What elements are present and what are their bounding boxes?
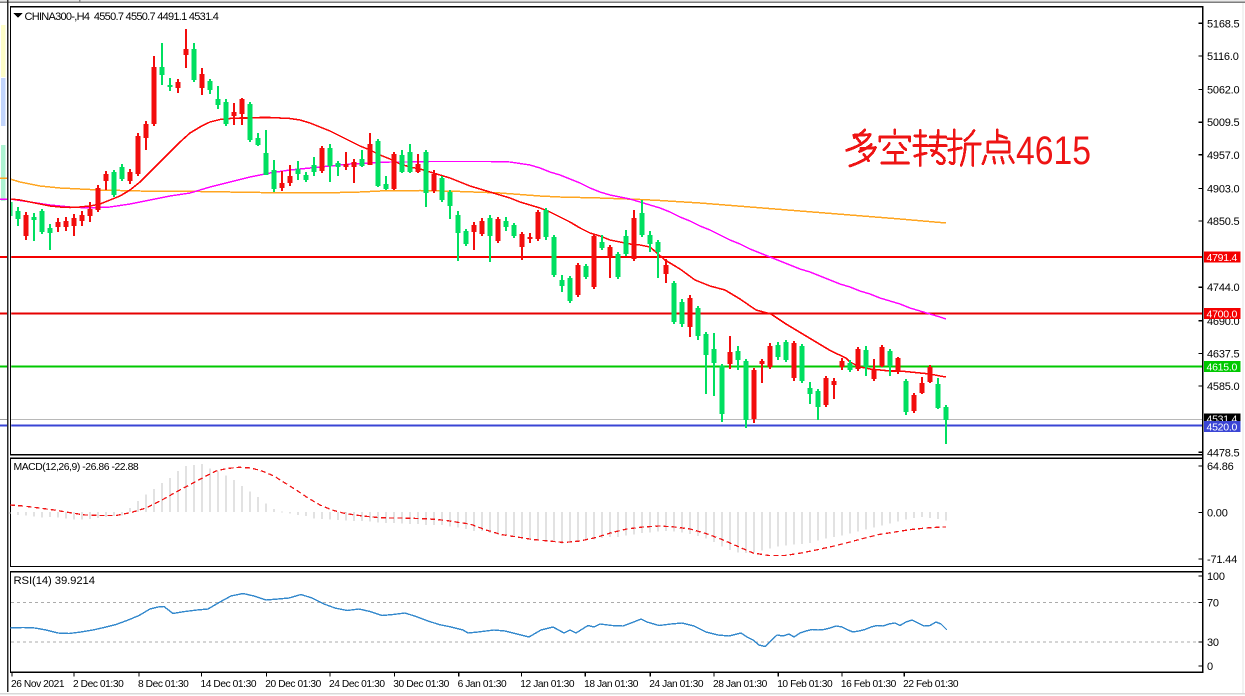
svg-text:30: 30 xyxy=(1207,637,1219,649)
svg-text:4615: 4615 xyxy=(1016,129,1091,173)
svg-text:5062.0: 5062.0 xyxy=(1207,85,1240,97)
svg-text:CHINA300-,H4 4550.7 4550.7 44: CHINA300-,H4 4550.7 4550.7 4491.1 4531.4 xyxy=(25,11,219,23)
svg-text:4637.5: 4637.5 xyxy=(1207,349,1240,361)
svg-text:64.86: 64.86 xyxy=(1207,461,1234,473)
svg-text:4903.0: 4903.0 xyxy=(1207,183,1240,195)
svg-text:RSI(14) 39.9214: RSI(14) 39.9214 xyxy=(14,575,95,587)
svg-text:26 Nov 2021: 26 Nov 2021 xyxy=(11,679,65,690)
svg-text:24 Dec 01:30: 24 Dec 01:30 xyxy=(329,679,385,690)
svg-text:4791.4: 4791.4 xyxy=(1207,252,1238,264)
svg-text:28 Jan 01:30: 28 Jan 01:30 xyxy=(713,679,768,690)
svg-text:24 Jan 01:30: 24 Jan 01:30 xyxy=(649,679,704,690)
svg-text:10 Feb 01:30: 10 Feb 01:30 xyxy=(777,679,833,690)
svg-text:30 Dec 01:30: 30 Dec 01:30 xyxy=(393,679,449,690)
svg-text:70: 70 xyxy=(1207,598,1219,610)
svg-text:4850.5: 4850.5 xyxy=(1207,216,1240,228)
svg-text:14 Dec 01:30: 14 Dec 01:30 xyxy=(201,679,257,690)
svg-text:0: 0 xyxy=(1207,661,1213,673)
svg-text:20 Dec 01:30: 20 Dec 01:30 xyxy=(265,679,321,690)
svg-text:MACD(12,26,9) -26.86 -22.88: MACD(12,26,9) -26.86 -22.88 xyxy=(14,462,139,473)
svg-text:4585.0: 4585.0 xyxy=(1207,381,1240,393)
svg-text:4957.0: 4957.0 xyxy=(1207,150,1240,162)
svg-text:22 Feb 01:30: 22 Feb 01:30 xyxy=(903,679,959,690)
svg-text:5009.5: 5009.5 xyxy=(1207,117,1240,129)
svg-text:4615.0: 4615.0 xyxy=(1207,361,1238,373)
svg-text:4700.0: 4700.0 xyxy=(1207,308,1238,320)
svg-text:4520.0: 4520.0 xyxy=(1207,422,1238,434)
svg-text:12 Jan 01:30: 12 Jan 01:30 xyxy=(520,679,575,690)
svg-text:5168.5: 5168.5 xyxy=(1207,18,1240,30)
svg-text:18 Jan 01:30: 18 Jan 01:30 xyxy=(584,679,639,690)
svg-text:8 Dec 01:30: 8 Dec 01:30 xyxy=(138,679,189,690)
svg-text:100: 100 xyxy=(1207,571,1225,583)
svg-text:6 Jan 01:30: 6 Jan 01:30 xyxy=(458,679,507,690)
svg-text:4478.5: 4478.5 xyxy=(1207,447,1240,459)
svg-text:16 Feb 01:30: 16 Feb 01:30 xyxy=(841,679,897,690)
svg-text:0.00: 0.00 xyxy=(1207,508,1228,520)
svg-text:-71.44: -71.44 xyxy=(1207,554,1237,566)
svg-text:4744.0: 4744.0 xyxy=(1207,282,1240,294)
svg-text:2 Dec 01:30: 2 Dec 01:30 xyxy=(73,679,124,690)
svg-text:5116.0: 5116.0 xyxy=(1207,51,1239,63)
